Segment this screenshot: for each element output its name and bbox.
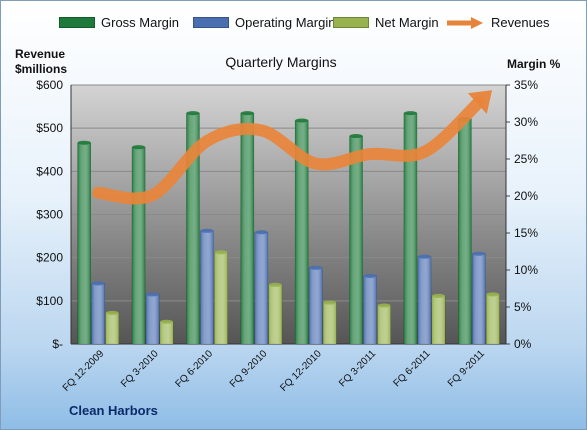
legend-net-margin: Net Margin [333, 15, 439, 30]
legend-revenues: Revenues [445, 15, 550, 30]
legend-gross-margin-label: Gross Margin [101, 15, 180, 30]
right-axis-title: Margin % [507, 57, 561, 71]
gross-margin-bar-top [403, 111, 417, 116]
gross-margin-bar-top [295, 118, 309, 123]
chart-title: Quarterly Margins [225, 54, 337, 70]
gross-margin-swatch [59, 17, 95, 28]
gross-margin-bar-top [349, 134, 363, 139]
left-tick-label: $200 [36, 251, 63, 265]
gross-margin-bar-top [186, 111, 200, 116]
x-tick-label: FQ 6-2010 [173, 348, 215, 390]
operating-margin-bar-shade [417, 256, 431, 344]
net-margin-bar-top [214, 250, 228, 255]
x-tick-label: FQ 3-2011 [337, 348, 378, 389]
operating-margin-bar-shade [363, 275, 377, 344]
gross-margin-bar-shade [186, 113, 200, 345]
revenues-arrow-icon [447, 16, 483, 29]
gross-margin-bar-shade [295, 120, 309, 345]
x-tick-label: FQ 3-2010 [119, 348, 161, 390]
gross-margin-bar-top [77, 140, 91, 145]
gross-margin-bar-shade [240, 113, 254, 345]
left-axis-title-line2: $millions [15, 62, 68, 76]
right-tick-label: 10% [514, 263, 538, 277]
net-margin-bar-top [160, 319, 174, 324]
legend-gross-margin: Gross Margin [59, 15, 179, 30]
net-margin-bar-shade [377, 305, 391, 344]
right-tick-label: 20% [514, 189, 538, 203]
net-margin-bar-shade [323, 302, 337, 344]
net-margin-bar-top [105, 310, 119, 315]
left-tick-label: $300 [36, 208, 63, 222]
net-margin-bar-shade [105, 312, 119, 344]
net-margin-swatch [333, 17, 369, 28]
net-margin-bar-shade [160, 321, 174, 344]
net-margin-bar-top [323, 300, 337, 305]
right-tick-label: 35% [514, 78, 538, 92]
x-tick-label: FQ 9-2011 [446, 348, 487, 389]
operating-margin-bar-top [146, 292, 160, 297]
net-margin-bar-shade [431, 295, 445, 344]
legend-revenues-label: Revenues [491, 15, 550, 30]
revenues-arrowhead [467, 90, 493, 114]
operating-margin-bar-shade [200, 230, 214, 344]
operating-margin-bar-shade [91, 283, 105, 344]
left-axis-title: Revenue $millions [15, 47, 67, 77]
right-tick-label: 5% [514, 300, 532, 314]
gross-margin-bar-top [240, 111, 254, 116]
left-axis-title-line1: Revenue [15, 47, 66, 61]
net-margin-bar-top [486, 292, 500, 297]
net-margin-bar-shade [214, 252, 228, 344]
company-name: Clean Harbors [69, 403, 158, 418]
net-margin-bar-top [268, 282, 282, 287]
gross-margin-bar-shade [132, 147, 146, 344]
net-margin-bar-top [431, 293, 445, 298]
revenues-line [92, 96, 485, 205]
right-tick-label: 15% [514, 226, 538, 240]
gross-margin-bar-shade [349, 136, 363, 344]
legend-operating-margin-label: Operating Margin [235, 15, 336, 30]
legend-net-margin-label: Net Margin [375, 15, 439, 30]
operating-margin-bar-top [472, 251, 486, 256]
right-tick-label: 30% [514, 115, 538, 129]
legend: Gross Margin Operating Margin Net Margin… [1, 15, 587, 37]
gross-margin-bar-top [132, 145, 146, 150]
left-tick-label: $100 [36, 294, 63, 308]
x-tick-label: FQ 12-2010 [278, 348, 324, 394]
operating-margin-swatch [193, 17, 229, 28]
x-tick-label: FQ 9-2010 [228, 348, 270, 390]
operating-margin-bar-shade [146, 294, 160, 344]
operating-margin-bar-top [363, 273, 377, 278]
gross-margin-bar-shade [77, 142, 91, 344]
net-margin-bar-top [377, 303, 391, 308]
legend-operating-margin: Operating Margin [193, 15, 335, 30]
gross-margin-bar-shade [403, 113, 417, 345]
net-margin-bar-shade [268, 284, 282, 344]
operating-margin-bar-top [417, 254, 431, 259]
x-tick-label: FQ 12-2009 [61, 348, 107, 394]
left-tick-label: $600 [36, 78, 63, 92]
gross-margin-bar-shade [458, 119, 472, 344]
operating-margin-bar-shade [472, 253, 486, 344]
operating-margin-bar-shade [309, 267, 323, 344]
left-tick-label: $500 [36, 121, 63, 135]
left-tick-label: $- [52, 337, 63, 351]
right-tick-label: 0% [514, 337, 532, 351]
x-tick-label: FQ 6-2011 [392, 348, 433, 389]
operating-margin-bar-shade [254, 232, 268, 344]
operating-margin-bar-top [200, 228, 214, 233]
net-margin-bar-shade [486, 294, 500, 344]
right-tick-label: 25% [514, 152, 538, 166]
operating-margin-bar-top [309, 265, 323, 270]
operating-margin-bar-top [254, 230, 268, 235]
operating-margin-bar-top [91, 281, 105, 286]
left-tick-label: $400 [36, 164, 63, 178]
